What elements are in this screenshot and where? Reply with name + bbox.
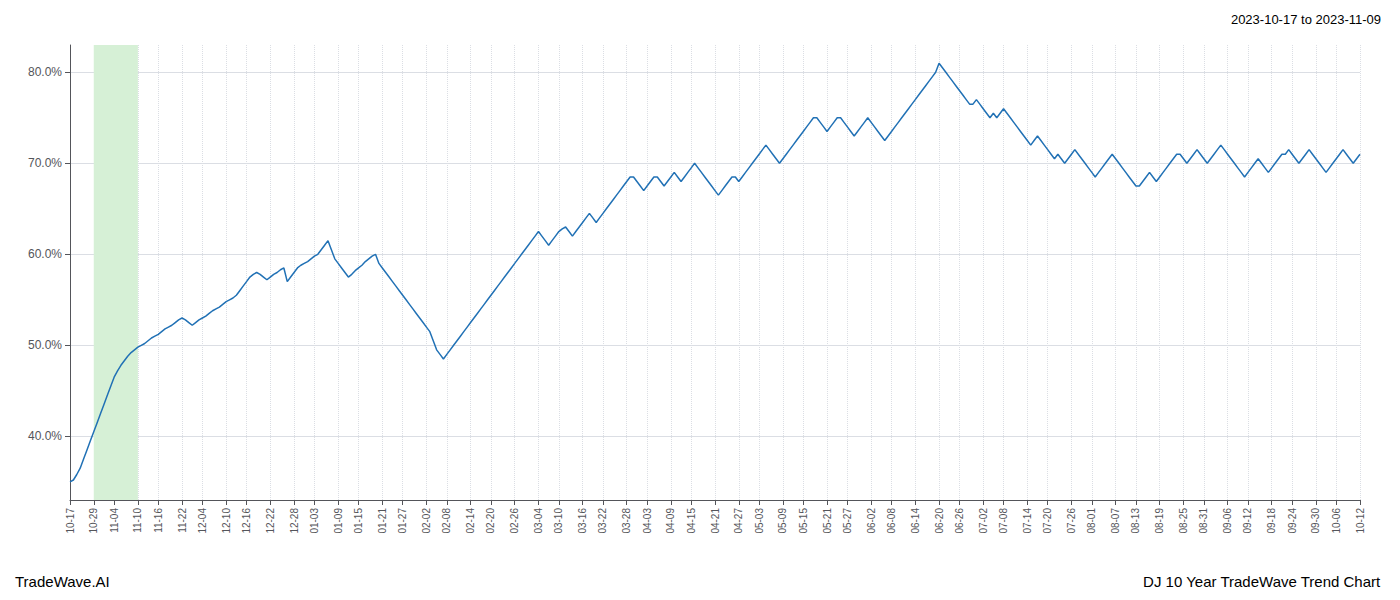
svg-text:07-14: 07-14 — [1022, 508, 1033, 534]
svg-text:60.0%: 60.0% — [28, 247, 62, 261]
svg-text:01-09: 01-09 — [333, 508, 344, 534]
svg-text:07-20: 07-20 — [1042, 508, 1053, 534]
svg-text:10-06: 10-06 — [1331, 508, 1342, 534]
svg-text:11-04: 11-04 — [109, 508, 120, 533]
svg-text:07-02: 07-02 — [978, 508, 989, 534]
svg-text:50.0%: 50.0% — [28, 338, 62, 352]
svg-text:08-25: 08-25 — [1178, 508, 1189, 534]
svg-text:04-03: 04-03 — [642, 508, 653, 534]
svg-text:05-15: 05-15 — [798, 508, 809, 534]
svg-text:05-03: 05-03 — [754, 508, 765, 534]
svg-text:05-09: 05-09 — [777, 508, 788, 534]
svg-text:07-26: 07-26 — [1066, 508, 1077, 534]
svg-text:06-02: 06-02 — [866, 508, 877, 534]
svg-text:06-14: 06-14 — [910, 508, 921, 534]
svg-text:08-31: 08-31 — [1198, 508, 1209, 534]
svg-text:04-09: 04-09 — [665, 508, 676, 534]
svg-text:12-22: 12-22 — [265, 508, 276, 534]
svg-text:01-15: 01-15 — [353, 508, 364, 534]
svg-text:03-22: 03-22 — [597, 508, 608, 534]
svg-text:09-24: 09-24 — [1287, 508, 1298, 534]
svg-text:11-22: 11-22 — [177, 508, 188, 533]
svg-text:02-02: 02-02 — [421, 508, 432, 534]
svg-text:03-28: 03-28 — [621, 508, 632, 534]
svg-text:08-19: 08-19 — [1154, 508, 1165, 534]
svg-text:01-21: 01-21 — [377, 508, 388, 534]
svg-text:02-20: 02-20 — [485, 508, 496, 534]
svg-text:11-16: 11-16 — [153, 508, 164, 533]
svg-text:10-29: 10-29 — [88, 508, 99, 534]
svg-text:09-18: 09-18 — [1266, 508, 1277, 534]
svg-text:DJ 10 Year TradeWave Trend Cha: DJ 10 Year TradeWave Trend Chart — [1143, 573, 1381, 590]
svg-text:01-03: 01-03 — [309, 508, 320, 534]
svg-text:04-27: 04-27 — [733, 508, 744, 534]
svg-text:05-21: 05-21 — [822, 508, 833, 534]
svg-text:10-17: 10-17 — [65, 508, 76, 534]
svg-text:12-10: 12-10 — [221, 508, 232, 534]
svg-text:01-27: 01-27 — [397, 508, 408, 534]
svg-text:10-12: 10-12 — [1355, 508, 1366, 534]
svg-text:09-12: 09-12 — [1242, 508, 1253, 534]
svg-text:02-26: 02-26 — [509, 508, 520, 534]
svg-text:07-08: 07-08 — [998, 508, 1009, 534]
svg-text:06-08: 06-08 — [886, 508, 897, 534]
svg-text:09-06: 09-06 — [1222, 508, 1233, 534]
svg-text:06-20: 06-20 — [934, 508, 945, 534]
svg-text:40.0%: 40.0% — [28, 429, 62, 443]
svg-text:06-26: 06-26 — [954, 508, 965, 534]
svg-text:05-27: 05-27 — [842, 508, 853, 534]
svg-text:12-28: 12-28 — [289, 508, 300, 534]
svg-text:09-30: 09-30 — [1310, 508, 1321, 534]
svg-text:TradeWave.AI: TradeWave.AI — [15, 573, 110, 590]
svg-text:12-04: 12-04 — [197, 508, 208, 534]
svg-text:03-04: 03-04 — [533, 508, 544, 534]
svg-text:2023-10-17 to 2023-11-09: 2023-10-17 to 2023-11-09 — [1231, 12, 1381, 27]
svg-text:80.0%: 80.0% — [28, 65, 62, 79]
svg-text:70.0%: 70.0% — [28, 156, 62, 170]
svg-text:03-10: 03-10 — [553, 508, 564, 534]
svg-text:04-21: 04-21 — [710, 508, 721, 534]
svg-text:12-16: 12-16 — [241, 508, 252, 534]
svg-text:08-13: 08-13 — [1130, 508, 1141, 534]
svg-text:08-07: 08-07 — [1110, 508, 1121, 534]
svg-text:11-10: 11-10 — [132, 508, 143, 533]
svg-text:02-08: 02-08 — [441, 508, 452, 534]
svg-text:04-15: 04-15 — [686, 508, 697, 534]
svg-text:03-16: 03-16 — [577, 508, 588, 534]
svg-text:08-01: 08-01 — [1086, 508, 1097, 534]
svg-text:02-14: 02-14 — [465, 508, 476, 534]
